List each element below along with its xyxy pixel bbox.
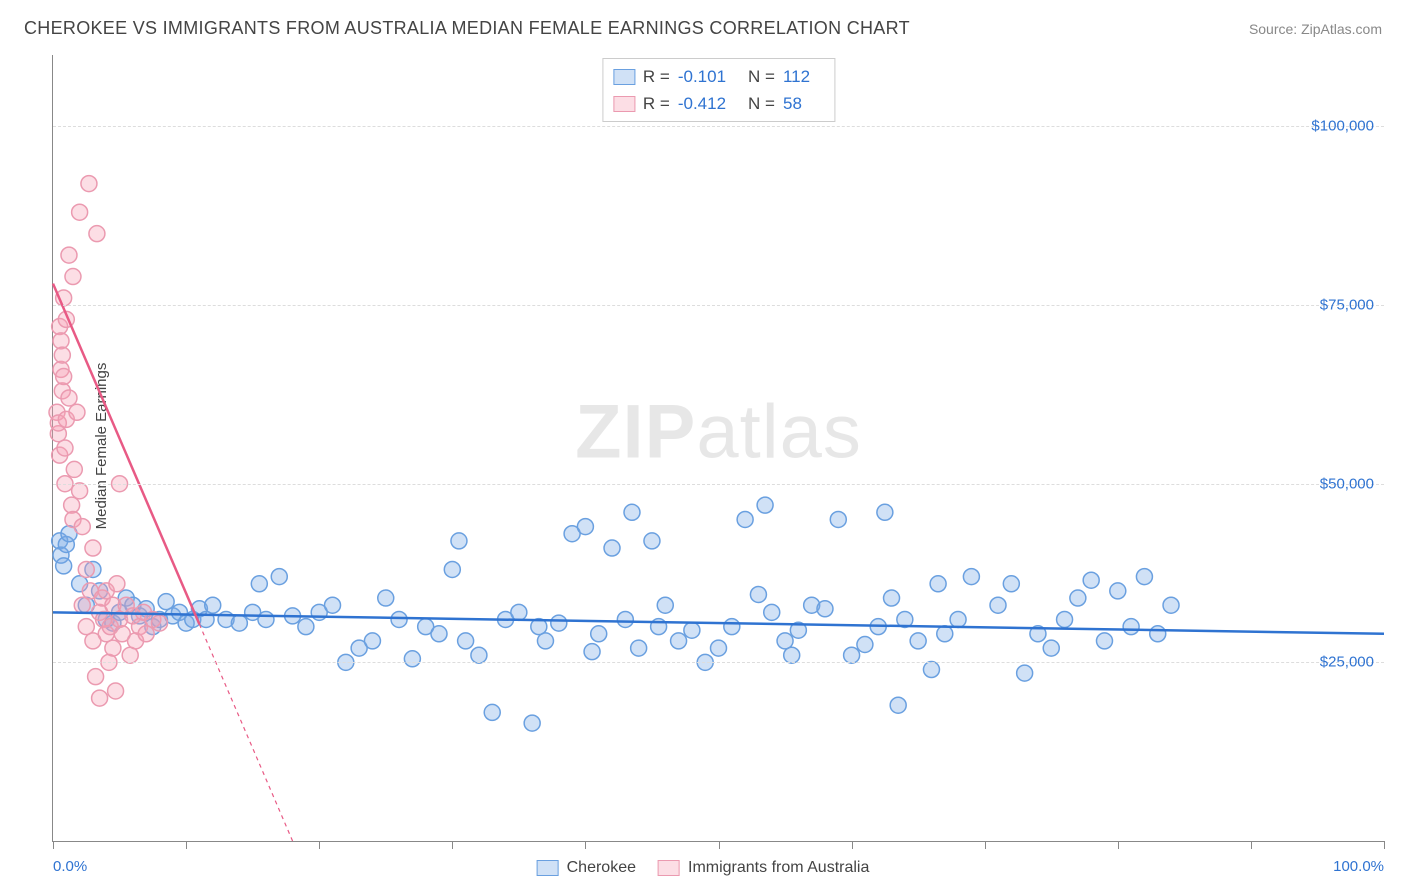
gridline [53,126,1384,127]
swatch-cherokee-icon [537,860,559,876]
x-tick [719,841,720,849]
swatch-immigrants-icon [658,860,680,876]
gridline [53,662,1384,663]
y-tick-label: $25,000 [1320,654,1374,671]
y-tick-label: $100,000 [1311,118,1374,135]
x-tick [1384,841,1385,849]
y-tick-label: $50,000 [1320,475,1374,492]
gridline [53,305,1384,306]
x-tick-label-max: 100.0% [1333,858,1384,875]
x-tick [1251,841,1252,849]
gridline [53,484,1384,485]
x-tick [852,841,853,849]
x-tick [1118,841,1119,849]
chart-title: CHEROKEE VS IMMIGRANTS FROM AUSTRALIA ME… [24,18,910,39]
chart-header: CHEROKEE VS IMMIGRANTS FROM AUSTRALIA ME… [0,0,1406,47]
source-attribution: Source: ZipAtlas.com [1249,21,1382,37]
scatter-svg [53,55,1384,841]
x-tick [985,841,986,849]
x-tick [186,841,187,849]
series-legend: Cherokee Immigrants from Australia [537,859,870,877]
x-tick [585,841,586,849]
x-tick [53,841,54,849]
chart-plot-area: ZIPatlas R = -0.101 N = 112 R = -0.412 N… [52,55,1384,842]
x-tick [452,841,453,849]
legend-item-immigrants: Immigrants from Australia [658,859,869,877]
x-tick-label-min: 0.0% [53,858,87,875]
y-tick-label: $75,000 [1320,297,1374,314]
legend-item-cherokee: Cherokee [537,859,636,877]
x-tick [319,841,320,849]
